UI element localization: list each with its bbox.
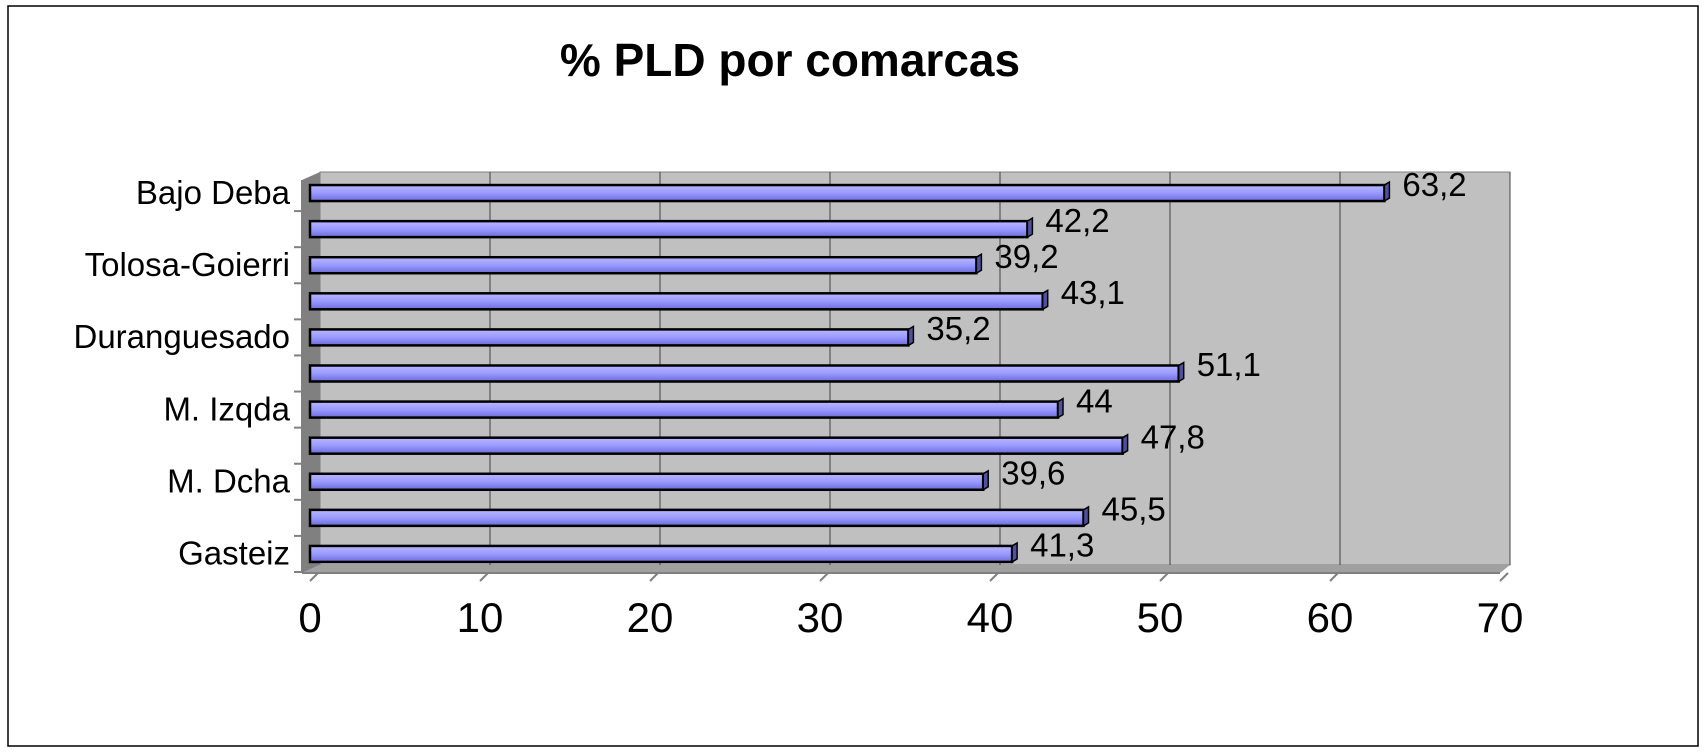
x-tick-label: 60: [1307, 594, 1354, 641]
bar-end: [1057, 397, 1064, 419]
bar-end: [1011, 541, 1018, 564]
x-tick-label: 50: [1137, 594, 1184, 641]
bar: [308, 292, 1044, 311]
x-tick-label: 40: [967, 594, 1014, 641]
x-tick-label: 20: [627, 594, 674, 641]
value-label: 42,2: [1045, 202, 1109, 239]
bar: [308, 183, 1386, 203]
value-label: 43,1: [1061, 274, 1125, 311]
bar: [308, 364, 1180, 383]
bar: [308, 328, 910, 347]
value-label: 39,6: [1001, 454, 1065, 491]
x-tick: [1159, 572, 1169, 582]
value-label: 44: [1076, 382, 1113, 419]
x-tick-label: 70: [1477, 594, 1524, 641]
x-tick: [1329, 572, 1339, 582]
bar-end: [1121, 433, 1129, 456]
bar: [308, 508, 1085, 528]
x-tick: [309, 572, 319, 582]
bar-end: [982, 469, 989, 492]
y-tick-label: Duranguesado: [74, 318, 291, 355]
x-tick: [1499, 572, 1509, 582]
bar: [308, 544, 1014, 564]
y-tick-label: M. Izqda: [163, 390, 290, 427]
x-tick-label: 0: [298, 594, 321, 641]
value-label: 41,3: [1030, 527, 1094, 564]
y-tick-label: M. Dcha: [167, 462, 291, 499]
chart-title: % PLD por comarcas: [560, 34, 1020, 86]
bar-end: [1041, 288, 1049, 311]
bar: [308, 219, 1029, 239]
x-tick: [649, 572, 659, 582]
bar-end: [907, 325, 915, 347]
value-label: 35,2: [926, 310, 990, 347]
bar: [308, 255, 978, 275]
x-tick: [819, 572, 829, 582]
value-label: 51,1: [1197, 346, 1261, 383]
value-label: 45,5: [1102, 491, 1166, 528]
floor: [302, 565, 1510, 573]
bar: [308, 472, 985, 492]
y-tick-label: Bajo Deba: [136, 174, 291, 211]
value-label: 39,2: [994, 238, 1058, 275]
bar-end: [1082, 505, 1090, 528]
bar-end: [1177, 361, 1185, 383]
x-tick: [479, 572, 489, 582]
bar: [308, 400, 1060, 419]
y-tick-label: Gasteiz: [178, 535, 290, 572]
bar-end: [1026, 216, 1034, 239]
x-tick: [989, 572, 999, 582]
x-tick-label: 30: [797, 594, 844, 641]
bar: [308, 436, 1124, 455]
y-tick-label: Tolosa-Goierri: [85, 246, 290, 283]
value-label: 63,2: [1402, 166, 1466, 203]
x-tick-label: 10: [457, 594, 504, 641]
value-label: 47,8: [1141, 418, 1205, 455]
bar-end: [975, 252, 983, 275]
bar-end: [1383, 180, 1391, 203]
